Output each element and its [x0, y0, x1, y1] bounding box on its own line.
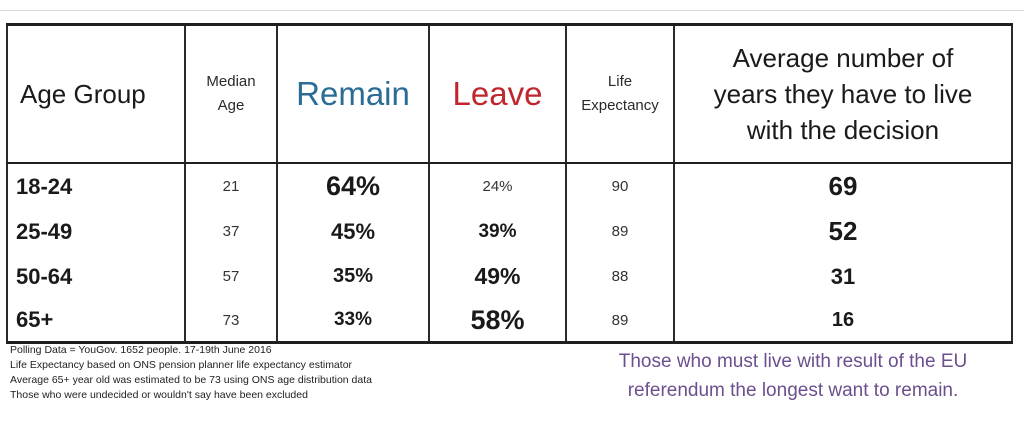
cell-average-years: 31	[673, 254, 1013, 299]
header-leave: Leave	[428, 23, 567, 164]
cell-life-expectancy: 89	[565, 299, 675, 344]
table-row: 65+ 73 33% 58% 89 16	[6, 299, 1013, 344]
header-median-age: Median Age	[184, 23, 278, 164]
cell-median-age: 37	[184, 209, 278, 254]
caption-line2: referendum the longest want to remain.	[627, 380, 959, 401]
cell-age-group: 18-24	[6, 163, 186, 209]
brexit-age-table: Age Group Median Age Remain Leave Life E…	[6, 23, 1013, 344]
table-row: 25-49 37 45% 39% 89 52	[6, 209, 1013, 254]
cell-leave: 24%	[428, 163, 567, 209]
footnote-life-expectancy: Life Expectancy based on ONS pension pla…	[10, 359, 353, 371]
table-header-row: Age Group Median Age Remain Leave Life E…	[6, 23, 1013, 164]
caption-line1: Those who must live with result of the E…	[618, 351, 968, 372]
cell-median-age: 57	[184, 254, 278, 299]
table-row: 18-24 21 64% 24% 90 69	[6, 163, 1013, 209]
cell-remain: 64%	[276, 163, 430, 209]
header-median-age-line1: Median	[206, 73, 256, 90]
cell-leave: 49%	[428, 254, 567, 299]
cell-leave: 39%	[428, 209, 567, 254]
cell-life-expectancy: 89	[565, 209, 675, 254]
header-life-expectancy-line1: Life	[607, 73, 633, 90]
cell-average-years: 52	[673, 209, 1013, 254]
cell-leave: 58%	[428, 299, 567, 344]
header-life-expectancy-line2: Expectancy	[581, 97, 659, 114]
caption: Those who must live with result of the E…	[562, 347, 1024, 405]
cell-age-group: 65+	[6, 299, 186, 344]
header-age-group: Age Group	[6, 23, 186, 164]
cell-remain: 35%	[276, 254, 430, 299]
top-divider	[0, 10, 1024, 11]
footnote-polling: Polling Data = YouGov. 1652 people. 17-1…	[10, 344, 272, 356]
cell-life-expectancy: 88	[565, 254, 675, 299]
cell-median-age: 73	[184, 299, 278, 344]
header-median-age-line2: Age	[217, 97, 245, 114]
cell-life-expectancy: 90	[565, 163, 675, 209]
footnote-average-age: Average 65+ year old was estimated to be…	[10, 374, 372, 386]
footnotes: Polling Data = YouGov. 1652 people. 17-1…	[10, 343, 530, 403]
table-row: 50-64 57 35% 49% 88 31	[6, 254, 1013, 299]
footnote-excluded: Those who were undecided or wouldn't say…	[10, 389, 308, 401]
header-average-years-line2: years they have to live	[713, 79, 973, 109]
cell-average-years: 69	[673, 163, 1013, 209]
cell-age-group: 25-49	[6, 209, 186, 254]
header-remain: Remain	[276, 23, 430, 164]
cell-median-age: 21	[184, 163, 278, 209]
header-average-years: Average number of years they have to liv…	[673, 23, 1013, 164]
header-average-years-line3: with the decision	[746, 115, 940, 145]
header-life-expectancy: Life Expectancy	[565, 23, 675, 164]
cell-age-group: 50-64	[6, 254, 186, 299]
cell-remain: 33%	[276, 299, 430, 344]
header-average-years-line1: Average number of	[732, 43, 954, 73]
cell-average-years: 16	[673, 299, 1013, 344]
cell-remain: 45%	[276, 209, 430, 254]
